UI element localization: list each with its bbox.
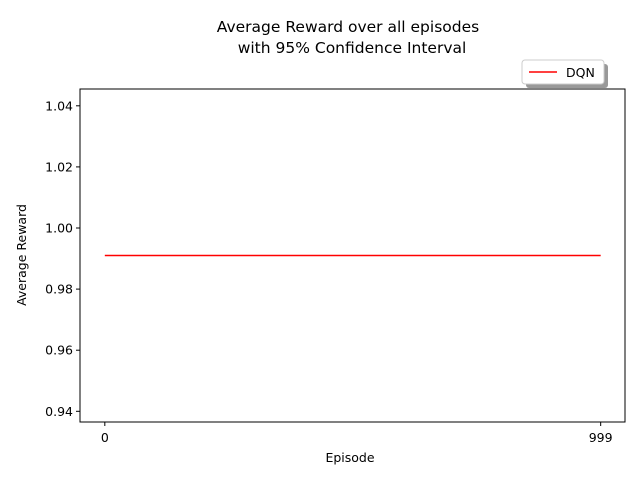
chart-title-line-2: with 95% Confidence Interval: [238, 39, 467, 57]
y-tick-label: 1.02: [45, 159, 73, 174]
y-axis-label: Average Reward: [14, 204, 29, 306]
x-axis: 0 999: [101, 422, 613, 445]
chart-title-line-1: Average Reward over all episodes: [217, 18, 479, 36]
y-tick-label: 1.04: [45, 98, 73, 113]
legend: DQN: [521, 59, 608, 88]
x-tick-label: 999: [589, 430, 613, 445]
plot-area-frame: [79, 88, 626, 423]
legend-label-dqn: DQN: [566, 65, 595, 80]
legend-box: [521, 59, 605, 85]
x-axis-label: Episode: [325, 450, 374, 465]
y-axis: 0.94 0.96 0.98 1.00 1.02 1.04: [45, 98, 80, 419]
y-tick-label: 0.98: [45, 282, 73, 297]
x-tick-label: 0: [101, 430, 109, 445]
y-tick-label: 1.00: [45, 221, 73, 236]
y-tick-label: 0.96: [45, 343, 73, 358]
y-tick-label: 0.94: [45, 404, 73, 419]
